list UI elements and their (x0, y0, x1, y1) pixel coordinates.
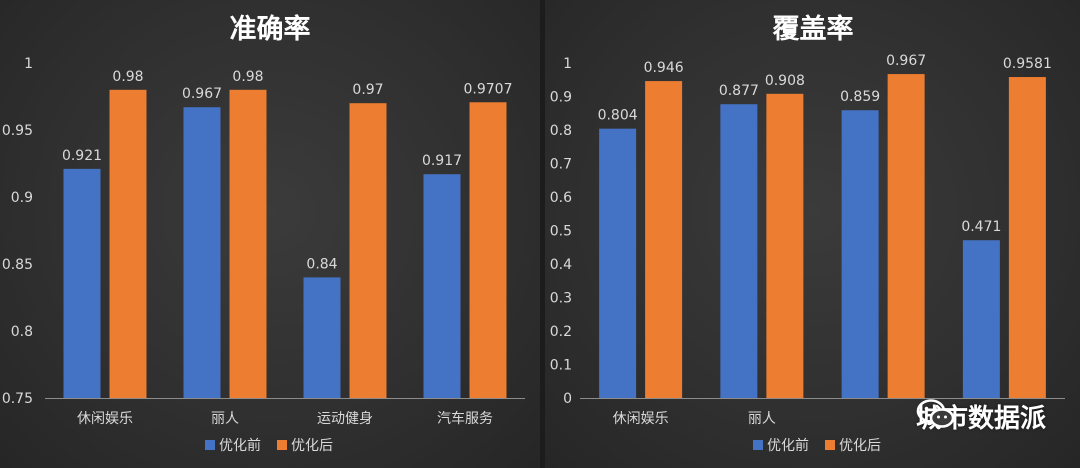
legend-swatch-after (277, 440, 287, 450)
chart-title: 准确率 (230, 13, 311, 45)
bar-before (303, 277, 341, 398)
bar-before (841, 110, 879, 399)
data-label: 0.98 (232, 69, 263, 85)
y-tick-label: 0.5 (550, 224, 572, 240)
x-category-label: 丽人 (211, 411, 239, 427)
y-tick-label: 0.85 (2, 257, 33, 273)
bar-before (423, 174, 461, 398)
y-tick-label: 0 (563, 391, 572, 407)
data-label: 0.917 (422, 153, 462, 169)
data-label: 0.471 (961, 219, 1001, 235)
legend-swatch-before (205, 440, 215, 450)
x-category-label: 丽人 (748, 411, 776, 427)
x-category-label: 运动健身 (317, 411, 373, 427)
y-tick-label: 0.2 (550, 324, 572, 340)
legend-swatch-before (753, 440, 763, 450)
data-label: 0.946 (644, 60, 684, 76)
bar-before (63, 168, 101, 398)
bar-after (109, 89, 147, 399)
bar-after (229, 89, 267, 399)
y-tick-label: 0.8 (550, 123, 572, 139)
y-tick-label: 0.8 (11, 324, 33, 340)
coverage-chart-panel: 覆盖率 0 0.1 0.2 0.3 0.4 0.5 0.6 0.7 0.8 0.9 1 0.804 0.9… (545, 0, 1080, 468)
y-tick-label: 0.9 (550, 90, 572, 106)
x-category-label: 休闲娱乐 (77, 411, 133, 427)
bar-after (1008, 77, 1046, 398)
y-tick-label: 0.7 (550, 157, 572, 173)
bar-before (962, 240, 1000, 398)
data-label: 0.9707 (464, 81, 513, 97)
y-tick-label: 0.4 (550, 257, 572, 273)
data-label: 0.967 (182, 86, 222, 102)
y-tick-label: 0.75 (2, 391, 33, 407)
legend-label-after: 优化后 (839, 438, 881, 454)
bar-before (720, 104, 758, 398)
data-label: 0.98 (112, 69, 143, 85)
bar-after (469, 102, 507, 399)
watermark: 城市数据派 (916, 398, 1046, 435)
y-tick-label: 0.9 (11, 190, 33, 206)
chart-title: 覆盖率 (773, 13, 854, 45)
y-tick-label: 1 (563, 56, 572, 72)
data-label: 0.84 (306, 256, 337, 272)
x-category-label: 汽车服务 (437, 410, 493, 427)
legend-label-after: 优化后 (291, 438, 333, 454)
bar-after (645, 81, 683, 398)
y-tick-label: 0.3 (550, 291, 572, 307)
data-label: 0.877 (719, 83, 759, 99)
bar-before (183, 107, 221, 398)
bar-after (766, 93, 804, 398)
wechat-icon (916, 399, 955, 428)
legend-label-before: 优化前 (219, 437, 261, 454)
accuracy-chart-panel: 准确率 0.75 0.8 0.85 0.9 0.95 1 0.921 0.98 休闲娱乐 0.967… (0, 0, 540, 468)
data-label: 0.97 (352, 82, 383, 98)
data-label: 0.9581 (1003, 56, 1052, 72)
data-label: 0.804 (598, 108, 638, 124)
data-label: 0.859 (840, 89, 880, 105)
bar-after (887, 74, 925, 399)
bar-before (599, 128, 637, 398)
x-category-label: 休闲娱乐 (613, 411, 669, 427)
legend-label-before: 优化前 (767, 437, 809, 454)
y-tick-label: 0.95 (2, 123, 33, 139)
accuracy-chart-svg: 准确率 0.75 0.8 0.85 0.9 0.95 1 0.921 0.98 休闲娱乐 0.967… (2, 13, 525, 454)
legend-swatch-after (825, 440, 835, 450)
y-tick-label: 1 (24, 56, 33, 72)
coverage-chart-svg: 覆盖率 0 0.1 0.2 0.3 0.4 0.5 0.6 0.7 0.8 0.9 1 0.804 0.9… (550, 13, 1065, 454)
data-label: 0.921 (62, 148, 102, 164)
y-tick-label: 0.1 (550, 358, 572, 374)
data-label: 0.908 (765, 73, 805, 89)
panel-divider (540, 0, 545, 468)
bar-after (349, 103, 387, 398)
y-tick-label: 0.6 (550, 190, 572, 206)
data-label: 0.967 (886, 53, 926, 69)
